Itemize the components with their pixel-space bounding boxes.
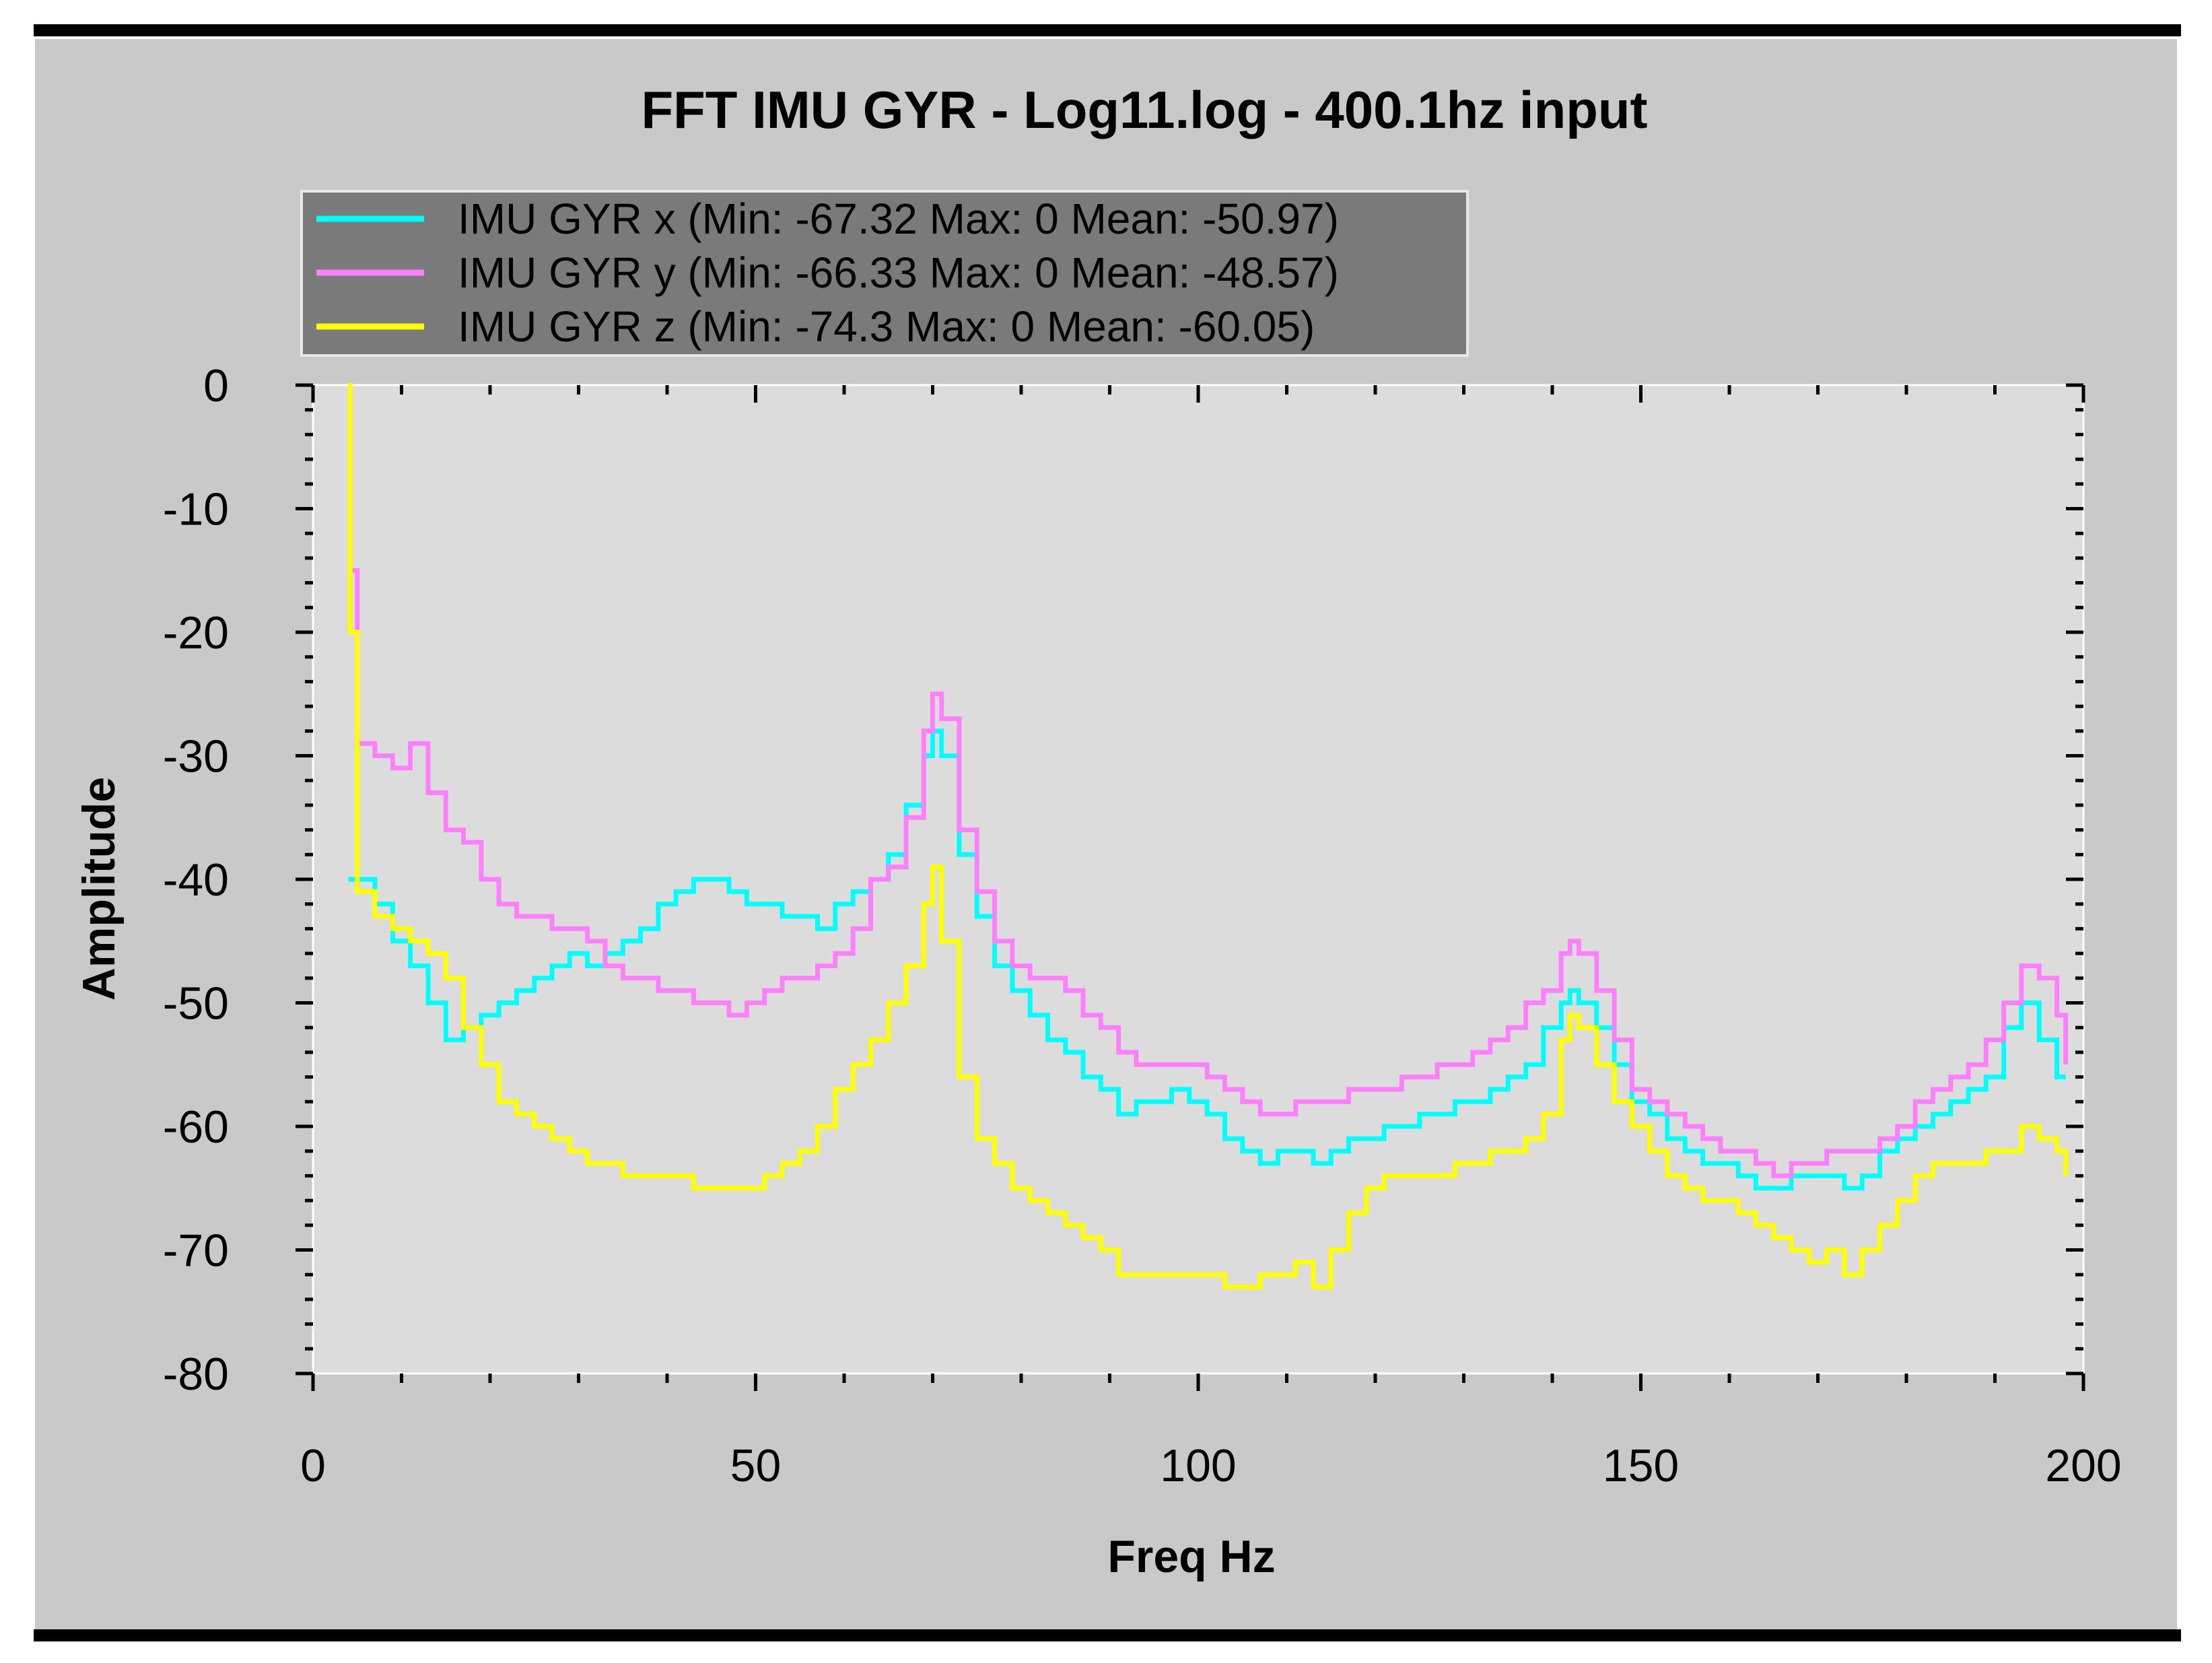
legend-label-2: IMU GYR z (Min: -74.3 Max: 0 Mean: -60.0… <box>458 302 1315 351</box>
y-axis-label: Amplitude <box>73 777 125 1000</box>
x-tick-label: 150 <box>1603 1440 1679 1491</box>
legend-label-1: IMU GYR y (Min: -66.33 Max: 0 Mean: -48.… <box>458 248 1339 297</box>
x-tick-labels: 0 50 100 150 200 <box>300 1440 2122 1491</box>
y-tick-labels: 0 -10 -20 -30 -40 -50 -60 -70 -80 <box>163 360 229 1400</box>
y-tick-label: -70 <box>163 1225 229 1277</box>
y-tick-label: -30 <box>163 731 229 782</box>
x-axis-label: Freq Hz <box>1107 1531 1275 1582</box>
bottom-border-rule <box>34 1629 2181 1641</box>
y-tick-label: -50 <box>163 978 229 1029</box>
y-tick-label: -10 <box>163 484 229 535</box>
y-tick-label: -20 <box>163 607 229 658</box>
y-tick-label: -60 <box>163 1101 229 1153</box>
chart-title: FFT IMU GYR - Log11.log - 400.1hz input <box>641 80 1647 139</box>
x-tick-label: 100 <box>1160 1440 1236 1491</box>
series-line-2 <box>347 382 2069 1289</box>
x-tick-label: 200 <box>2045 1440 2121 1491</box>
y-tick-label: 0 <box>203 360 229 411</box>
y-tick-label: -40 <box>163 854 229 906</box>
series-line-1 <box>348 568 2069 1178</box>
x-tick-label: 50 <box>730 1440 782 1491</box>
x-tick-label: 0 <box>300 1440 326 1491</box>
top-border-rule <box>34 24 2181 36</box>
legend: IMU GYR x (Min: -67.32 Max: 0 Mean: -50.… <box>300 190 1469 357</box>
y-tick-label: -80 <box>163 1349 229 1400</box>
axis-ticks <box>296 383 2085 1391</box>
series-line-0 <box>348 728 2066 1191</box>
series-lines <box>347 382 2069 1289</box>
legend-label-0: IMU GYR x (Min: -67.32 Max: 0 Mean: -50.… <box>458 195 1339 243</box>
plot-area <box>312 384 2085 1375</box>
legend-box <box>300 190 1469 357</box>
